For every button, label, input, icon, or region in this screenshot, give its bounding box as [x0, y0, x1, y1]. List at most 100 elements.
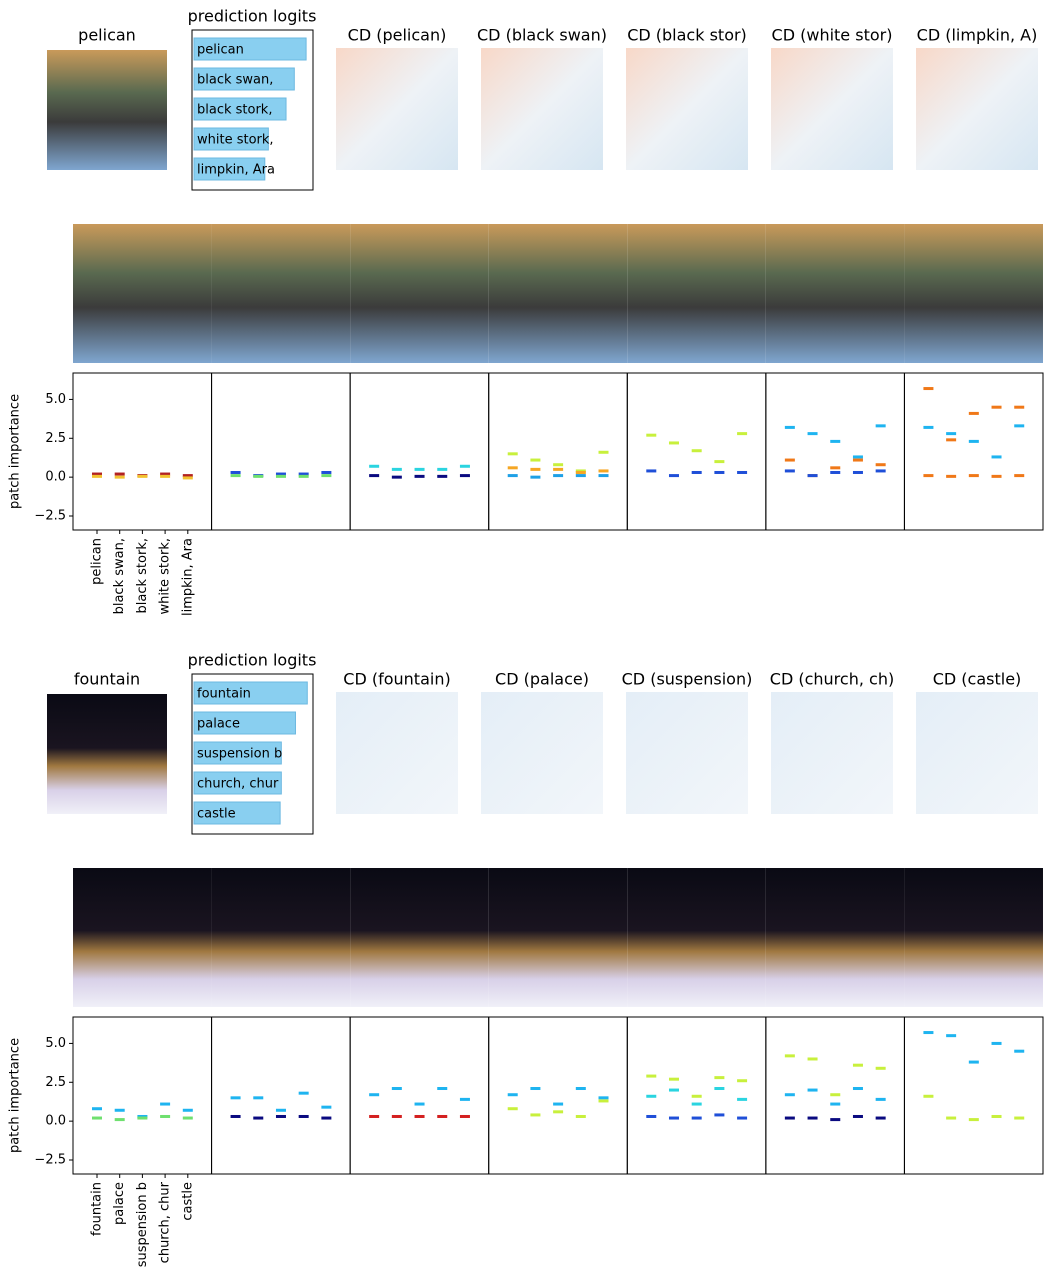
importance-mark	[1014, 1049, 1025, 1053]
x-tick-label: palace	[112, 1182, 127, 1225]
importance-mark	[230, 1114, 241, 1118]
cd-heatmap	[771, 48, 893, 170]
importance-mark	[553, 1110, 564, 1114]
importance-mark	[298, 1114, 309, 1118]
importance-mark	[852, 455, 863, 459]
importance-mark	[1014, 474, 1025, 478]
importance-mark	[530, 1087, 541, 1091]
importance-mark	[114, 475, 125, 479]
importance-mark	[852, 458, 863, 462]
bar-label: palace	[197, 717, 240, 732]
importance-mark	[553, 467, 564, 471]
importance-mark	[852, 1087, 863, 1091]
importance-mark	[784, 425, 795, 429]
importance-mark	[369, 1114, 380, 1118]
importance-mark	[598, 469, 609, 473]
importance-mark	[321, 470, 332, 474]
importance-mark	[459, 474, 470, 478]
importance-mark	[137, 1114, 148, 1118]
importance-mark	[737, 470, 748, 474]
cd-heatmap	[916, 48, 1038, 170]
overlay-image	[904, 224, 1043, 363]
importance-mark	[714, 470, 725, 474]
importance-mark	[1014, 405, 1025, 409]
cd-title: CD (castle)	[933, 670, 1022, 689]
y-tick-label: −2.5	[34, 1153, 66, 1168]
importance-mark	[437, 1114, 448, 1118]
bar	[193, 37, 307, 61]
bar-label: church, chur	[197, 777, 279, 792]
bar	[193, 681, 308, 705]
importance-mark	[114, 1108, 125, 1112]
x-tick-label: fountain	[90, 1182, 105, 1236]
x-tick-label: white stork,	[158, 538, 173, 615]
importance-mark	[575, 474, 586, 478]
importance-mark	[298, 1091, 309, 1095]
importance-mark	[946, 1034, 957, 1038]
panel-frame	[765, 372, 905, 531]
importance-mark	[807, 1057, 818, 1061]
importance-mark	[275, 1108, 286, 1112]
importance-mark	[230, 470, 241, 474]
input-image	[47, 694, 167, 814]
importance-mark	[737, 1097, 748, 1101]
x-tick-label: limpkin, Ara	[180, 538, 195, 616]
importance-mark	[714, 1113, 725, 1117]
bar	[193, 771, 282, 795]
cd-heatmap	[771, 692, 893, 814]
importance-mark	[784, 458, 795, 462]
x-tick-label: castle	[180, 1182, 195, 1221]
panel-frame	[72, 1016, 213, 1175]
importance-mark	[553, 463, 564, 467]
importance-mark	[530, 1113, 541, 1117]
importance-mark	[92, 472, 102, 476]
importance-mark	[646, 1094, 657, 1098]
overlay-image	[488, 868, 628, 1007]
importance-mark	[991, 405, 1002, 409]
y-axis-label: patch importance	[8, 394, 23, 509]
panel-frame	[211, 1016, 351, 1175]
importance-mark	[668, 1077, 679, 1081]
cd-heatmap	[336, 48, 458, 170]
importance-mark	[459, 464, 470, 468]
image-label: pelican	[78, 26, 136, 45]
cd-heatmap	[916, 692, 1038, 814]
importance-mark	[321, 474, 332, 478]
importance-mark	[946, 432, 957, 436]
bar	[193, 67, 295, 91]
importance-mark	[275, 1114, 286, 1118]
importance-mark	[923, 387, 934, 391]
importance-mark	[875, 424, 886, 428]
importance-mark	[575, 470, 586, 474]
importance-mark	[946, 1116, 957, 1120]
importance-mark	[830, 1102, 841, 1106]
overlay-image	[765, 868, 905, 1007]
y-tick-label: 5.0	[45, 1036, 66, 1051]
importance-mark	[875, 469, 886, 473]
importance-mark	[507, 1107, 518, 1111]
importance-mark	[230, 474, 241, 478]
importance-mark	[598, 474, 609, 478]
importance-mark	[714, 460, 725, 464]
importance-mark	[160, 474, 171, 478]
importance-mark	[737, 1116, 748, 1120]
bar	[193, 97, 287, 121]
importance-mark	[737, 1079, 748, 1083]
importance-mark	[530, 467, 541, 471]
overlay-image	[350, 224, 489, 363]
bar-frame	[191, 673, 314, 835]
bar-label: castle	[197, 807, 236, 822]
importance-mark	[852, 1114, 863, 1118]
cd-heatmap	[336, 692, 458, 814]
importance-mark	[275, 472, 286, 476]
y-axis-label: patch importance	[8, 1038, 23, 1153]
importance-mark	[160, 1114, 171, 1118]
importance-mark	[575, 1087, 586, 1091]
importance-mark	[459, 1114, 470, 1118]
importance-mark	[298, 472, 309, 476]
importance-mark	[923, 474, 934, 478]
importance-mark	[991, 474, 1002, 478]
bar	[193, 801, 281, 825]
importance-mark	[553, 474, 564, 478]
importance-mark	[784, 1116, 795, 1120]
